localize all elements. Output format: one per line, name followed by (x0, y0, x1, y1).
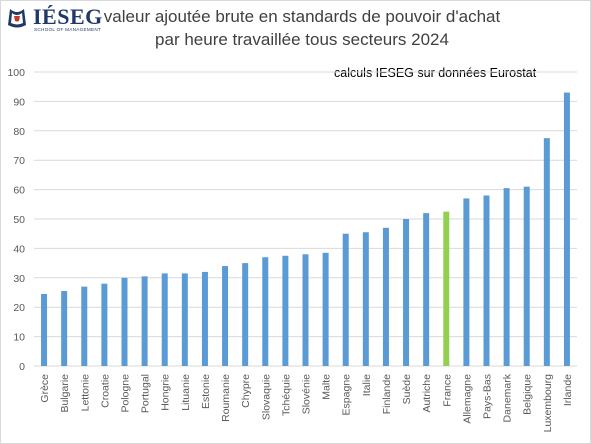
x-tick-label: Belgique (522, 374, 534, 415)
y-tick-label: 90 (13, 96, 25, 108)
x-tick-label: Pologne (120, 374, 132, 413)
bar (503, 188, 510, 366)
bar (262, 257, 269, 366)
bar (121, 277, 128, 366)
bar (161, 273, 168, 366)
x-tick-label: Finlande (381, 374, 393, 414)
bar (41, 293, 48, 366)
y-axis-ticks: 0 10 20 30 40 50 60 70 80 90 100 (7, 67, 25, 373)
x-tick-label: Autriche (421, 374, 433, 413)
x-tick-label: Luxembourg (542, 374, 554, 433)
bar (443, 211, 450, 366)
bar (181, 273, 188, 366)
bar (302, 254, 309, 366)
y-tick-label: 70 (13, 155, 25, 167)
bar (463, 198, 470, 366)
x-tick-label: Slovaquie (260, 374, 272, 420)
chart-title-line-1: valeur ajoutée brute en standards de pou… (103, 7, 501, 26)
y-tick-label: 100 (7, 67, 25, 79)
bar (242, 263, 249, 366)
x-tick-label: Hongrie (160, 374, 172, 411)
y-tick-label: 30 (13, 273, 25, 285)
x-tick-label: France (441, 374, 453, 407)
x-tick-label: Pays-Bas (482, 374, 494, 419)
x-tick-label: Croatie (99, 374, 111, 408)
logo-emblem-icon (8, 9, 26, 28)
chart-title-line-2: par heure travaillée tous secteurs 2024 (155, 30, 449, 49)
bar (423, 213, 430, 366)
y-tick-label: 10 (13, 332, 25, 344)
bar (282, 255, 289, 366)
bars (41, 92, 570, 366)
x-tick-label: Suède (401, 374, 413, 405)
bar (563, 92, 570, 366)
bar (141, 276, 148, 366)
bar (382, 227, 389, 366)
bar (61, 291, 68, 366)
y-tick-label: 80 (13, 126, 25, 138)
x-tick-label: Roumanie (220, 374, 232, 422)
x-tick-label: Bulgarie (59, 374, 71, 413)
bar (201, 271, 208, 366)
bar (322, 252, 329, 366)
bar (523, 186, 530, 366)
x-tick-label: Danemark (502, 373, 514, 422)
x-axis-ticks: Grèce Bulgarie Lettonie Croatie Pologne Portu… (39, 373, 574, 432)
x-tick-label: Estonie (200, 374, 212, 409)
y-tick-label: 20 (13, 302, 25, 314)
y-tick-label: 40 (13, 243, 25, 255)
x-tick-label: Slovénie (301, 374, 313, 414)
x-tick-label: Lettonie (79, 374, 91, 412)
x-tick-label: Chypre (240, 374, 252, 408)
x-tick-label: Grèce (39, 374, 51, 403)
y-tick-label: 50 (13, 214, 25, 226)
bar (81, 286, 88, 366)
x-tick-label: Tchéquie (280, 374, 292, 416)
bar (543, 138, 550, 366)
bar (342, 233, 349, 366)
y-tick-label: 0 (19, 361, 25, 373)
bar (222, 266, 229, 366)
bar (483, 195, 490, 366)
x-tick-label: Irlande (562, 374, 574, 406)
bar (403, 219, 410, 366)
bar (101, 283, 108, 366)
x-tick-label: Allemagne (461, 374, 473, 424)
ieseg-logo: IÉSEG SCHOOL OF MANAGEMENT (4, 4, 102, 34)
logo-wordmark: IÉSEG (33, 4, 103, 29)
x-tick-label: Italie (361, 374, 373, 396)
chart-annotation: calculs IESEG sur données Eurostat (334, 66, 537, 80)
logo-subtitle: SCHOOL OF MANAGEMENT (34, 27, 102, 32)
x-tick-label: Espagne (341, 374, 353, 416)
x-tick-label: Portugal (140, 374, 152, 413)
y-tick-label: 60 (13, 185, 25, 197)
x-tick-label: Malte (321, 374, 333, 400)
bar (362, 232, 369, 366)
x-tick-label: Lituanie (180, 374, 192, 411)
